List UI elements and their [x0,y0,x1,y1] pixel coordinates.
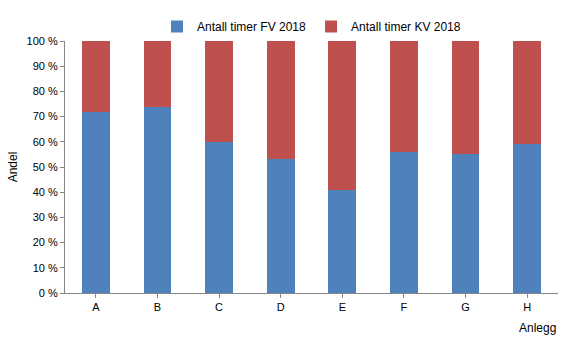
svg-text:Anlegg: Anlegg [519,321,556,335]
svg-text:Antall timer FV 2018: Antall timer FV 2018 [197,20,306,34]
svg-text:30 %: 30 % [33,211,58,223]
svg-text:Antall timer KV 2018: Antall timer KV 2018 [351,20,461,34]
svg-text:90 %: 90 % [33,60,58,72]
svg-text:D: D [277,301,285,313]
svg-text:40 %: 40 % [33,186,58,198]
svg-text:G: G [461,301,470,313]
svg-text:0 %: 0 % [39,287,58,299]
svg-text:80 %: 80 % [33,85,58,97]
svg-text:Andel: Andel [6,152,20,183]
svg-text:70 %: 70 % [33,110,58,122]
svg-text:100 %: 100 % [27,35,58,47]
svg-text:B: B [154,301,161,313]
svg-text:A: A [92,301,100,313]
svg-text:E: E [339,301,346,313]
svg-text:20 %: 20 % [33,236,58,248]
svg-text:10 %: 10 % [33,262,58,274]
svg-text:50 %: 50 % [33,161,58,173]
svg-text:F: F [401,301,408,313]
svg-text:C: C [215,301,223,313]
svg-text:60 %: 60 % [33,136,58,148]
svg-text:H: H [523,301,531,313]
